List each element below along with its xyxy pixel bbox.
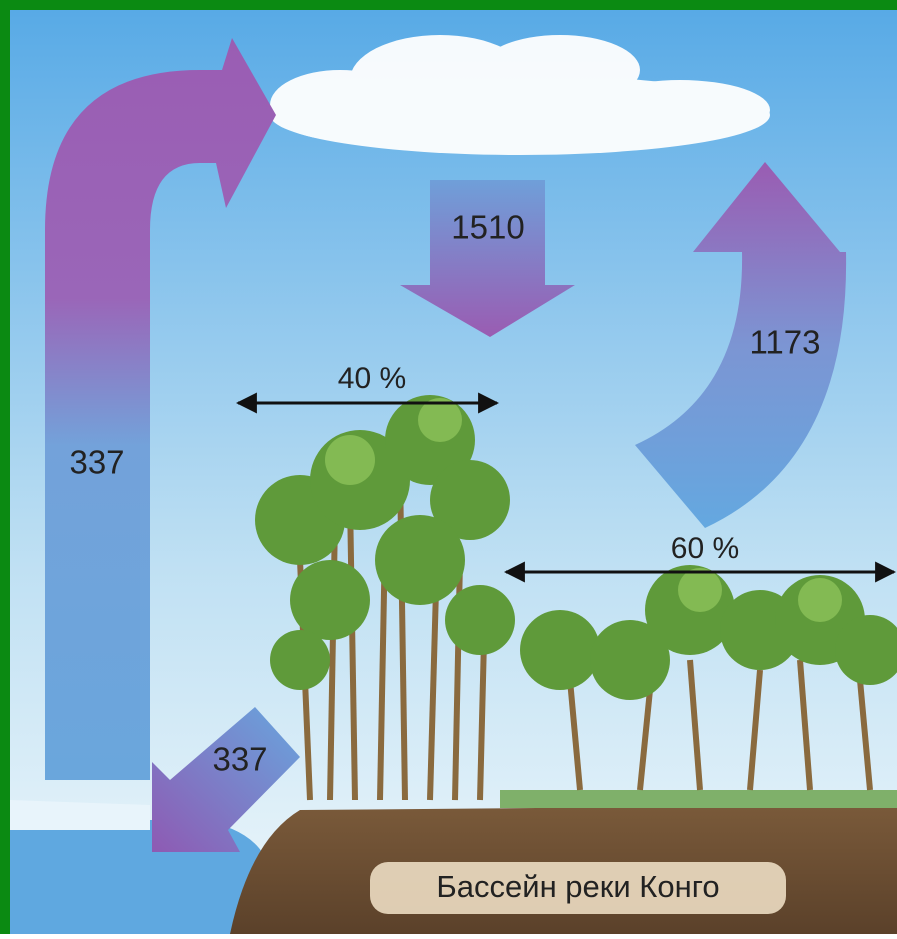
flow-label: 1510 (451, 209, 524, 246)
flow-label: 337 (212, 741, 267, 778)
flow-label: 337 (69, 444, 124, 481)
water-mist (10, 800, 150, 830)
diagram: 1510 1173 337 337 40 % 60 % Бассейн реки… (0, 0, 897, 934)
span-label: 60 % (671, 532, 739, 565)
span-label: 40 % (338, 362, 406, 395)
caption: Бассейн реки Конго (436, 869, 719, 904)
flow-label: 1173 (750, 324, 821, 361)
grass (500, 790, 897, 808)
